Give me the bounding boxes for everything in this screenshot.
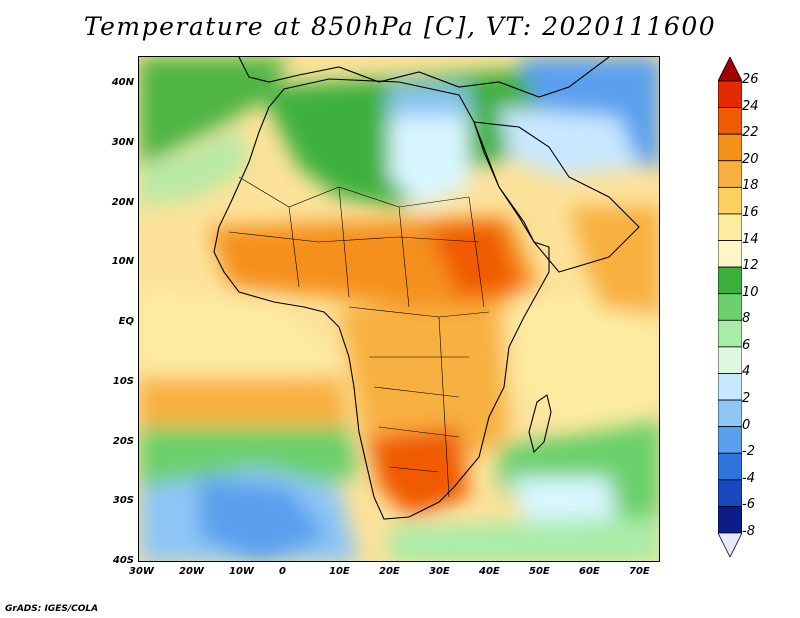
map-frame (138, 56, 660, 562)
lat-label: 30S (112, 495, 134, 507)
colorbar-label: 12 (742, 258, 759, 274)
lon-label: 10E (329, 566, 350, 577)
colorbar-box (718, 506, 742, 534)
field-darkorange-sudan (429, 222, 519, 297)
colorbar-label: 26 (742, 72, 759, 87)
colorbar (718, 57, 742, 557)
colorbar-label: -4 (742, 470, 755, 486)
colorbar-label: 18 (742, 178, 759, 194)
lat-label: EQ (118, 316, 134, 327)
colorbar-box (718, 426, 742, 454)
lat-label: 40S (112, 555, 134, 566)
arabia (473, 121, 640, 273)
colorbar-label: 8 (742, 311, 751, 327)
lat-label: 20S (112, 435, 134, 447)
lat-label: 40N (111, 77, 134, 88)
field-cyan-egypt (389, 117, 469, 207)
colorbar-box (718, 399, 742, 428)
colorbar-label: 2 (742, 391, 751, 407)
colorbar-top-triangle (718, 57, 742, 82)
field-lightgreen-north-atlantic (139, 127, 249, 207)
colorbar-box (718, 186, 742, 215)
field-pale-indian (519, 287, 659, 427)
colorbar-box (718, 293, 742, 321)
lat-label: 10N (111, 256, 134, 268)
colorbar-label: -8 (742, 524, 755, 539)
colorbar-label: 22 (742, 125, 759, 141)
lat-label: 20N (111, 196, 134, 208)
europe-coast (238, 57, 610, 98)
lon-label: 0 (279, 566, 286, 577)
colorbar-box (718, 346, 742, 374)
lon-label: 40E (479, 566, 500, 577)
field-lightgreen-s-indian (389, 517, 659, 561)
lon-label: 30W (129, 566, 154, 577)
field-darkblue-south-atlantic (199, 477, 329, 561)
colorbar-box (718, 479, 742, 507)
colorbar-label: 10 (742, 284, 759, 300)
colorbar-box (718, 452, 742, 481)
colorbar-label: 20 (742, 151, 759, 167)
colorbar-bottom-triangle (718, 532, 742, 557)
grads-credit: GrADS: IGES/COLA (5, 604, 99, 614)
field-orange-indian (569, 207, 659, 317)
border-lines (228, 176, 490, 498)
colorbar-box (718, 319, 742, 348)
lon-label: 60E (579, 566, 600, 577)
colorbar-label: 14 (742, 231, 759, 247)
country-borders (228, 176, 490, 498)
field-cyan-indian (509, 477, 619, 527)
colorbar-label: -6 (742, 497, 755, 513)
colorbar-label: 4 (742, 364, 751, 380)
colorbar-box (718, 213, 742, 241)
colorbar-box (718, 80, 742, 108)
field-pale-atlantic (139, 287, 339, 387)
lon-label: 30E (429, 566, 450, 577)
lon-label: 10W (229, 566, 254, 577)
colorbar-box (718, 133, 742, 162)
lat-label: 10S (112, 375, 134, 387)
lat-label: 30N (111, 136, 134, 148)
field-lightblue-middle-east (499, 107, 639, 177)
field-green-north-atlantic (139, 57, 289, 167)
coastlines (213, 57, 640, 520)
field-lightblue-med (389, 87, 469, 117)
colorbar-label: 0 (742, 417, 751, 433)
temperature-field (139, 57, 659, 561)
lon-label: 20W (179, 566, 204, 577)
lon-label: 70E (629, 566, 650, 577)
colorbar-box (718, 107, 742, 135)
colorbar-label: 6 (742, 337, 751, 353)
madagascar (528, 394, 552, 454)
field-orange-s-atlantic (139, 377, 349, 437)
lon-label: 50E (529, 566, 550, 577)
field-orange-central (339, 307, 509, 477)
map-title: Temperature at 850hPa [C], VT: 202011160… (83, 12, 717, 41)
colorbar-box (718, 373, 742, 401)
colorbar-label: 16 (742, 204, 759, 220)
colorbar-label: -2 (742, 444, 755, 460)
field-red-south-africa (369, 427, 469, 517)
colorbar-box (718, 240, 742, 268)
colorbar-label: 24 (742, 98, 759, 114)
lon-label: 20E (379, 566, 400, 577)
colorbar-box (718, 266, 742, 295)
temperature-map (139, 57, 659, 561)
colorbar-box (718, 160, 742, 188)
